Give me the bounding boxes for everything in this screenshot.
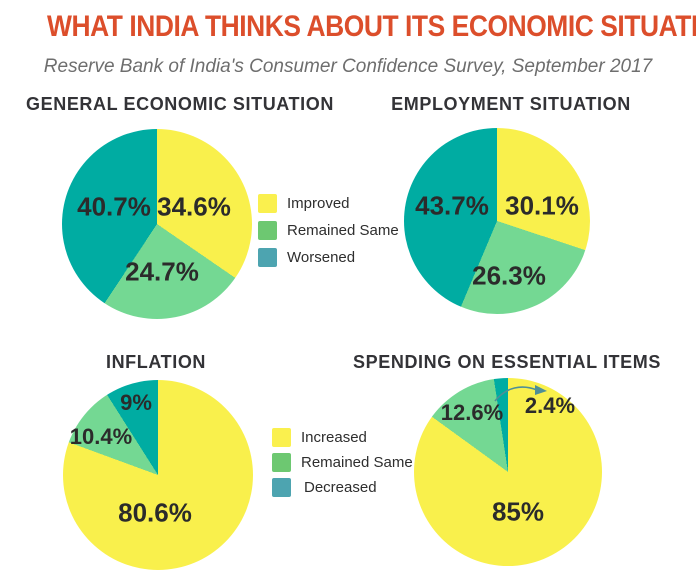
pie-spending-essential-items xyxy=(414,378,602,566)
general-improved-label: 34.6% xyxy=(157,191,231,222)
general-worsened-label: 40.7% xyxy=(77,191,151,222)
inflation-increased-label: 80.6% xyxy=(118,497,192,528)
worsened-swatch-icon xyxy=(258,248,277,267)
legend-item-remained-same-2: Remained Same xyxy=(272,453,413,472)
page-subtitle: Reserve Bank of India's Consumer Confide… xyxy=(43,56,653,77)
callout-arrow-icon xyxy=(494,385,547,402)
page-title: WHAT INDIA THINKS ABOUT ITS ECONOMIC SIT… xyxy=(47,10,696,43)
remained-same-swatch-icon xyxy=(258,221,277,240)
pie-inflation xyxy=(63,380,253,570)
legend-label-decreased: Decreased xyxy=(304,479,377,496)
legend-item-worsened: Worsened xyxy=(258,248,399,267)
spending-remained-same-label: 12.6% xyxy=(440,400,504,425)
legend-top: Improved Remained Same Worsened xyxy=(258,194,399,275)
legend-label-remained-same: Remained Same xyxy=(287,222,399,239)
legend-item-decreased: Decreased xyxy=(272,478,413,497)
employment-remained-same-label: 26.3% xyxy=(472,260,546,291)
chart-title-spending-essential-items: SPENDING ON ESSENTIAL ITEMS xyxy=(353,352,661,372)
remained-same-swatch-icon-2 xyxy=(272,453,291,472)
legend-item-remained-same: Remained Same xyxy=(258,221,399,240)
legend-bottom: Increased Remained Same Decreased xyxy=(272,428,413,505)
legend-item-improved: Improved xyxy=(258,194,399,213)
decreased-swatch-icon xyxy=(272,478,291,497)
increased-swatch-icon xyxy=(272,428,291,447)
spending-decreased-callout-label: 2.4% xyxy=(524,393,576,418)
chart-title-general-economic-situation: GENERAL ECONOMIC SITUATION xyxy=(26,94,334,114)
spending-increased-label: 85% xyxy=(491,496,545,527)
pie-general-economic-situation xyxy=(62,129,252,319)
improved-swatch-icon xyxy=(258,194,277,213)
pie-employment-situation xyxy=(404,128,590,314)
inflation-decreased-label: 9% xyxy=(120,390,152,415)
employment-improved-label: 30.1% xyxy=(505,190,579,221)
legend-label-worsened: Worsened xyxy=(287,249,356,266)
legend-label-remained-same-2: Remained Same xyxy=(301,454,413,471)
chart-title-employment-situation: EMPLOYMENT SITUATION xyxy=(391,94,631,114)
legend-label-improved: Improved xyxy=(287,195,350,212)
legend-label-increased: Increased xyxy=(301,429,367,446)
employment-worsened-label: 43.7% xyxy=(415,190,489,221)
chart-title-inflation: INFLATION xyxy=(105,352,207,372)
inflation-remained-same-label: 10.4% xyxy=(69,424,133,449)
page-title-wrap: WHAT INDIA THINKS ABOUT ITS ECONOMIC SIT… xyxy=(0,10,696,44)
general-remained-same-label: 24.7% xyxy=(125,256,199,287)
legend-item-increased: Increased xyxy=(272,428,413,447)
